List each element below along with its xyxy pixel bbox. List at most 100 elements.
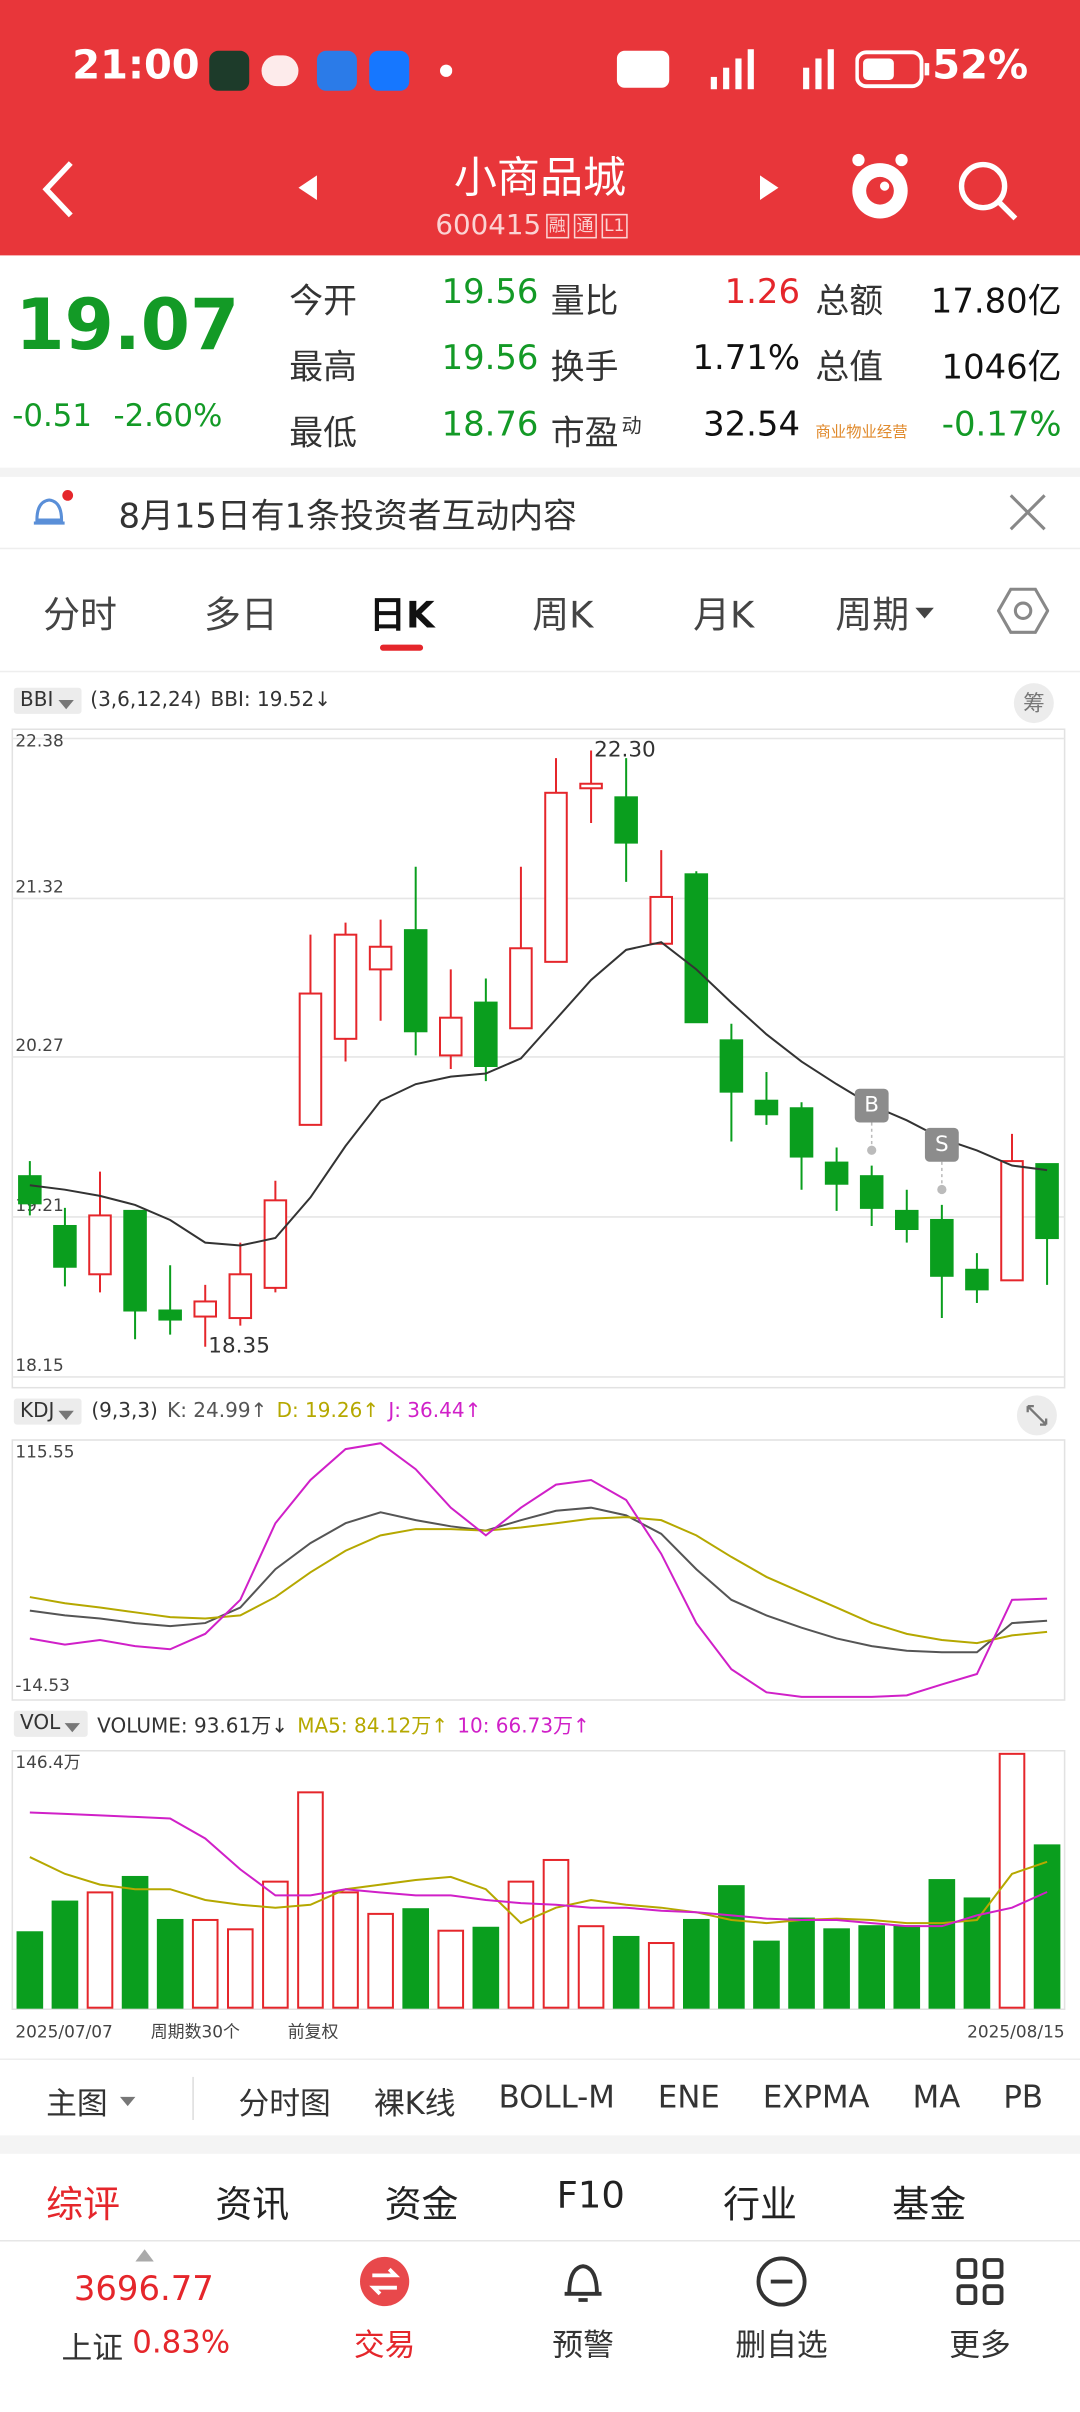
chip-button[interactable]: 筹 [1009, 682, 1058, 725]
candle-body [684, 873, 709, 1024]
stat-value: 32.54 [703, 406, 801, 445]
stat-value: 19.56 [441, 340, 539, 379]
legend-entry: D: 19.26↑ [276, 1400, 380, 1424]
nav-icon-svg [756, 2256, 807, 2307]
next-stock[interactable] [757, 172, 782, 203]
candle-body [754, 1099, 779, 1116]
signal-label: B [864, 1093, 879, 1118]
candle-body [298, 992, 323, 1126]
signal-badge [854, 1088, 889, 1123]
nav-label[interactable]: 预警 [552, 2326, 614, 2364]
stat-value: -0.17% [941, 406, 1062, 445]
indicator-button[interactable]: EXPMA [762, 2078, 870, 2116]
candle-body [123, 1209, 147, 1312]
prev-stock[interactable] [295, 172, 320, 203]
volume-bar [332, 1891, 359, 2009]
period-tab[interactable]: 日K [369, 593, 435, 637]
section-tab[interactable]: 行业 [723, 2183, 797, 2227]
index-arrow [135, 2249, 154, 2262]
candle-body [789, 1107, 814, 1158]
candle-body [158, 1309, 182, 1321]
section-tab[interactable]: 资金 [384, 2183, 459, 2227]
section-tab[interactable]: 综评 [46, 2183, 121, 2227]
volume-bar [1033, 1844, 1061, 2009]
signal-dot [867, 1145, 877, 1155]
volume-bar [472, 1926, 500, 2009]
main-chart-label: 主图 [46, 2084, 108, 2122]
indicator-line [29, 1516, 1048, 1645]
back-button[interactable] [37, 157, 83, 222]
indicator-select[interactable]: KDJ [13, 1398, 83, 1425]
stat-value: 18.76 [441, 406, 539, 445]
nav-icon[interactable] [358, 2255, 410, 2307]
nav-icon[interactable] [954, 2255, 1006, 2307]
section-tab[interactable]: 基金 [892, 2183, 967, 2227]
settings-icon[interactable] [996, 585, 1050, 637]
stat-label: 今开 [289, 283, 357, 322]
period-tab[interactable]: 周K [532, 593, 594, 637]
candle-body [824, 1161, 849, 1185]
indicator-button[interactable]: 裸K线 [373, 2084, 456, 2122]
dropdown-arrow [120, 2096, 136, 2114]
indicator-select[interactable]: BBI [13, 687, 82, 714]
indicator-select[interactable]: VOL [13, 1710, 88, 1737]
notice-text[interactable]: 8月15日有1条投资者互动内容 [118, 498, 577, 537]
volume-bar [577, 1925, 605, 2009]
volume-bar [823, 1928, 850, 2009]
indicator-button[interactable]: MA [912, 2078, 961, 2116]
volume-bar [507, 1880, 535, 2009]
period-tab[interactable]: 分时 [43, 593, 117, 637]
volume-bar [612, 1935, 640, 2009]
mascot-icon[interactable] [846, 151, 914, 225]
main-chart-select[interactable]: 主图 [46, 2078, 138, 2123]
volume-bar [227, 1928, 254, 2009]
section-tab[interactable]: 资讯 [215, 2183, 290, 2227]
candle-body [509, 947, 533, 1030]
section-tab[interactable]: F10 [556, 2173, 625, 2217]
stat-label: 市盈动 [550, 414, 642, 454]
price-change: -0.51 -2.60% [12, 397, 222, 434]
nav-icon[interactable] [557, 2255, 609, 2307]
nav-label[interactable]: 删自选 [735, 2326, 828, 2364]
badge: 通 [573, 213, 597, 238]
indicator-button[interactable]: ENE [657, 2078, 720, 2116]
stat-value: 17.80亿 [930, 283, 1062, 322]
candle-body [474, 1001, 498, 1067]
y-tick-label: 18.15 [15, 1355, 63, 1375]
candle-body [439, 1016, 463, 1057]
badge: 融 [545, 213, 569, 238]
candle-body [1000, 1160, 1024, 1282]
candle-body [965, 1268, 989, 1291]
signal-label: S [935, 1132, 949, 1157]
search-button[interactable] [954, 157, 1022, 225]
section-tab[interactable]: 扌 [1037, 2174, 1080, 2228]
stock-name: 小商品城 [453, 152, 627, 204]
nav-label[interactable]: 交易 [353, 2326, 416, 2364]
period-tab[interactable]: 周期 [792, 585, 977, 639]
period-tab[interactable]: 月K [693, 593, 755, 637]
nav-icon[interactable] [755, 2255, 807, 2307]
notice-close[interactable] [1008, 492, 1048, 532]
candle-body [614, 796, 638, 844]
stat-label: 最高 [289, 349, 357, 388]
indicator-button[interactable]: BOLL-M [498, 2078, 615, 2116]
nav-icon-svg [360, 2256, 410, 2307]
volume-bar [753, 1940, 780, 2009]
candle-body [193, 1300, 218, 1318]
nav-label[interactable]: 更多 [949, 2326, 1011, 2364]
volume-bar [893, 1925, 921, 2009]
industry-tag[interactable]: 商业物业经营 [815, 424, 908, 442]
candle-body [333, 933, 358, 1040]
indicator-button[interactable]: 分时图 [238, 2084, 331, 2122]
indicator-button[interactable]: PB [1003, 2078, 1044, 2116]
period-tab[interactable]: 多日 [203, 593, 278, 637]
legend-entry: J: 36.44↑ [388, 1400, 482, 1424]
last-price: 19.07 [15, 283, 240, 367]
indicator-line [29, 941, 1048, 1247]
indicator-line [29, 1506, 1048, 1654]
indicator-header: BBI (3,6,12,24) BBI: 19.52↓ [13, 687, 331, 714]
legend-entry: BBI: 19.52↓ [210, 689, 331, 713]
volume-bar [297, 1791, 324, 2009]
expand-button[interactable] [1015, 1394, 1058, 1437]
